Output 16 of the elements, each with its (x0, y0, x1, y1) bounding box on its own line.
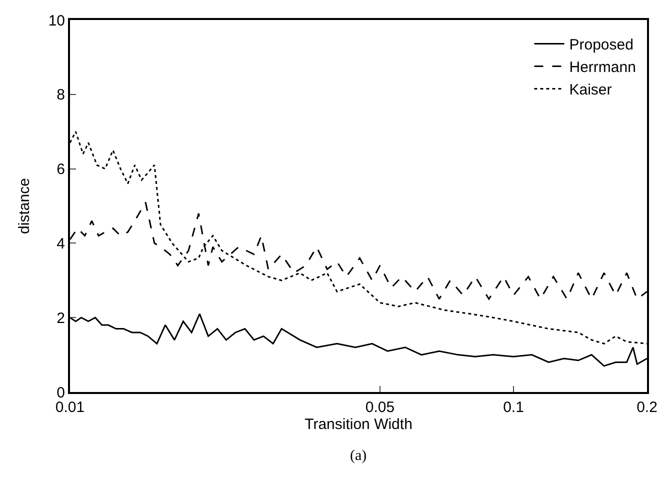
legend-label: Kaiser (569, 82, 612, 99)
x-tick-label: 0.2 (636, 399, 658, 416)
x-tick-label: 0.01 (55, 399, 85, 416)
text: (a) (350, 448, 367, 464)
y-tick-label: 8 (56, 86, 65, 104)
y-tick-label: 2 (56, 310, 65, 327)
x-axis-title: Transition Width (304, 416, 412, 433)
x-tick-label: 0.1 (503, 399, 524, 416)
y-tick-label: 10 (48, 12, 65, 30)
legend-label: Herrmann (569, 59, 636, 76)
y-tick-label: 4 (56, 235, 65, 252)
y-tick-label: 0 (56, 384, 65, 402)
y-tick-label: 6 (56, 161, 65, 178)
x-tick-label: 0.05 (365, 399, 395, 416)
legend-label: Proposed (569, 36, 634, 54)
y-axis-title: distance (16, 178, 34, 234)
